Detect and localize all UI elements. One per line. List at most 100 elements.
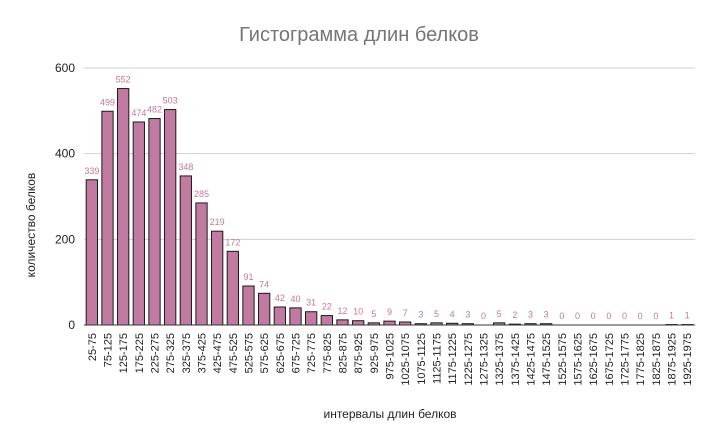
x-tick-label: 175-225	[134, 333, 146, 373]
data-label: 0	[559, 311, 564, 321]
data-label: 40	[290, 294, 300, 304]
x-axis-label: интервалы длин белков	[323, 407, 456, 421]
bar	[211, 230, 224, 326]
bar	[383, 320, 396, 326]
x-tick-label: 1225-1275	[463, 333, 475, 386]
data-label: 5	[497, 309, 502, 319]
bar	[85, 179, 98, 326]
x-tick-label: 675-725	[291, 333, 303, 373]
data-label: 339	[84, 166, 99, 176]
y-tick-label: 0	[68, 318, 75, 332]
data-label: 31	[306, 298, 316, 308]
data-label: 4	[450, 309, 455, 319]
bar	[132, 121, 145, 326]
x-tick-label: 1325-1375	[494, 333, 506, 386]
data-label: 22	[322, 302, 332, 312]
x-tick-label: 1075-1125	[416, 333, 428, 385]
bar	[273, 306, 286, 326]
x-tick-label: 1525-1575	[557, 333, 569, 386]
x-tick-label: 375-425	[197, 333, 209, 373]
bar	[226, 250, 239, 326]
x-tick-label: 225-275	[150, 333, 162, 373]
x-tick-label: 1775-1825	[635, 333, 647, 386]
x-tick-label: 1275-1325	[479, 333, 491, 386]
bar	[336, 319, 349, 326]
data-label: 5	[434, 309, 439, 319]
bar	[320, 315, 333, 326]
data-label: 1	[685, 311, 690, 321]
data-label: 219	[210, 217, 225, 227]
x-tick-label: 925-975	[369, 333, 381, 373]
x-tick-label: 575-625	[259, 333, 271, 373]
data-label: 0	[575, 311, 580, 321]
bar	[305, 311, 318, 326]
x-tick-label: 975-1025	[385, 333, 397, 380]
x-tick-label: 1875-1925	[667, 333, 679, 386]
data-label: 474	[131, 108, 146, 118]
bar	[101, 110, 114, 326]
data-label: 348	[178, 162, 193, 172]
x-tick-label: 775-825	[322, 333, 334, 373]
data-label: 0	[606, 311, 611, 321]
x-tick-label: 1375-1425	[510, 333, 522, 386]
data-label: 285	[194, 189, 209, 199]
data-label: 552	[116, 75, 131, 85]
data-label: 42	[275, 293, 285, 303]
data-label: 3	[418, 310, 423, 320]
x-tick-label: 1125-1175	[432, 333, 444, 384]
data-label: 9	[387, 307, 392, 317]
data-label: 3	[465, 310, 470, 320]
data-label: 2	[512, 310, 517, 320]
bar	[164, 109, 177, 326]
data-label: 91	[243, 272, 253, 282]
x-tick-label: 25-75	[87, 333, 99, 361]
data-label: 172	[225, 237, 240, 247]
x-tick-label: 625-675	[275, 333, 287, 373]
bars	[85, 88, 694, 326]
data-label: 499	[100, 97, 115, 107]
x-tick-label: 1175-1225	[447, 333, 459, 385]
bar	[242, 285, 255, 326]
x-tick-label: 325-375	[181, 333, 193, 373]
bar	[258, 292, 271, 326]
data-label: 12	[337, 306, 347, 316]
x-tick-label: 525-575	[244, 333, 256, 373]
x-tick-label: 725-775	[306, 333, 318, 373]
x-tick-label: 125-175	[118, 333, 130, 373]
y-axis-label: количество белков	[24, 173, 38, 278]
y-tick-label: 600	[55, 61, 75, 75]
bar	[179, 175, 192, 326]
data-label: 74	[259, 279, 269, 289]
x-tick-label: 825-875	[338, 333, 350, 373]
x-axis-ticks: 25-75 75-125 125-175 175-225 225-275 275-325 3…	[87, 333, 694, 386]
bar	[352, 320, 365, 326]
data-label: 503	[163, 96, 178, 106]
data-label: 0	[622, 311, 627, 321]
data-label: 0	[653, 311, 658, 321]
x-tick-label: 1625-1675	[588, 333, 600, 386]
data-label: 0	[481, 311, 486, 321]
data-label: 10	[353, 307, 363, 317]
data-label: 482	[147, 105, 162, 115]
x-tick-label: 75-125	[103, 333, 115, 367]
x-tick-label: 1675-1725	[604, 333, 616, 386]
bar	[195, 202, 208, 326]
x-tick-label: 1725-1775	[620, 333, 632, 386]
x-tick-label: 275-325	[165, 333, 177, 373]
bar	[148, 118, 161, 326]
data-label: 5	[371, 309, 376, 319]
x-tick-label: 1575-1625	[573, 333, 585, 386]
chart-title: Гистограмма длин белков	[239, 24, 479, 46]
x-tick-label: 1025-1075	[400, 333, 412, 386]
x-tick-label: 425-475	[212, 333, 224, 373]
y-tick-label: 200	[55, 232, 75, 246]
y-axis-ticks: 0 200 400 600	[55, 61, 75, 332]
x-tick-label: 875-925	[353, 333, 365, 373]
x-tick-label: 1475-1525	[541, 333, 553, 386]
y-tick-label: 400	[55, 147, 75, 161]
x-tick-label: 1825-1875	[651, 333, 663, 386]
data-label: 0	[638, 311, 643, 321]
bar	[289, 307, 302, 326]
